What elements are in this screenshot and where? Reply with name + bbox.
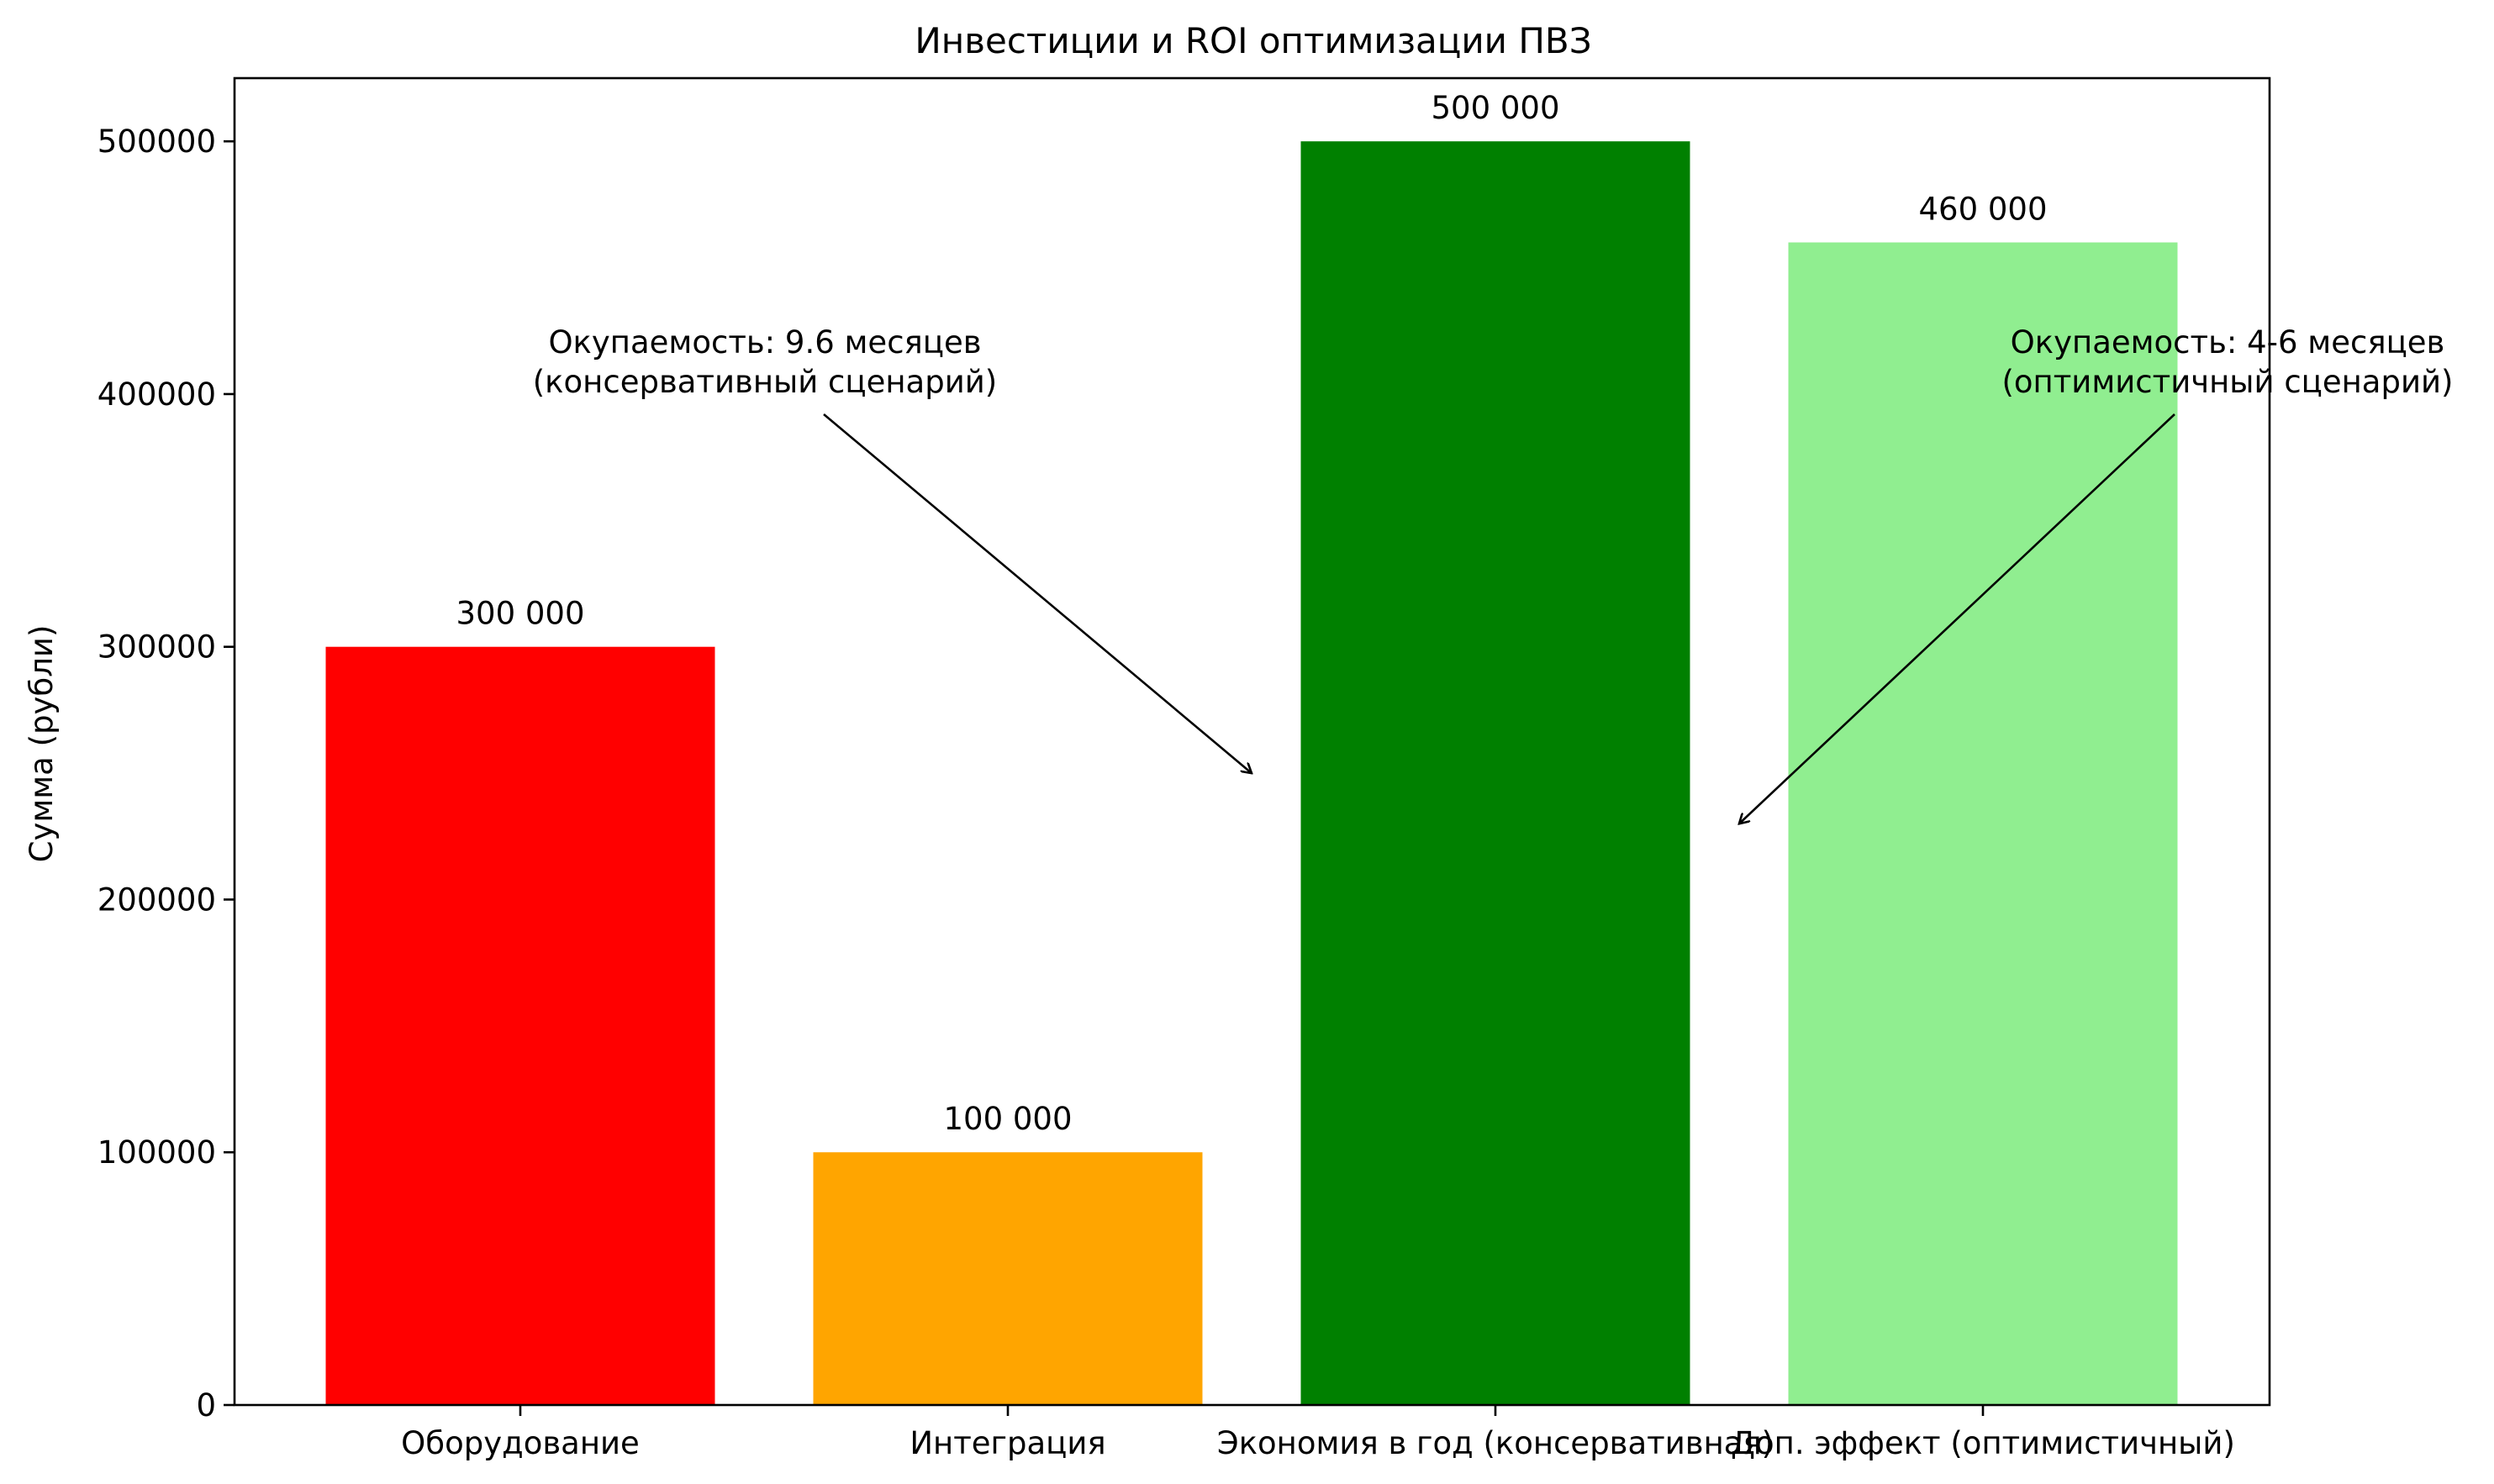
annotation-line: (консервативный сценарий) <box>533 364 997 400</box>
plot-frame <box>233 76 2271 1407</box>
bar-value-label: 100 000 <box>943 1101 1072 1137</box>
annotations-group: Окупаемость: 9.6 месяцев (консервативный … <box>533 324 2454 824</box>
x-tick-label: Оборудование <box>401 1425 640 1461</box>
bar-1 <box>325 646 715 1405</box>
annotation-text: Окупаемость: 4-6 месяцев (оптимистичный с… <box>2001 324 2453 400</box>
y-tick-label: 200000 <box>98 881 216 918</box>
bar-4 <box>1788 242 2178 1405</box>
bars-group <box>325 141 2178 1406</box>
annotation-arrow <box>1739 413 2175 824</box>
bar-value-label: 460 000 <box>1918 191 2047 227</box>
y-tick-label: 500000 <box>98 124 216 160</box>
annotation-line: (оптимистичный сценарий) <box>2001 364 2453 400</box>
x-tick-label: Экономия в год (консервативная) <box>1217 1425 1774 1461</box>
annotation-line: Окупаемость: 9.6 месяцев <box>548 324 981 360</box>
bar-value-label: 500 000 <box>1431 90 1559 126</box>
x-tick-label: Интеграция <box>910 1425 1105 1461</box>
y-tick-label: 300000 <box>98 629 216 666</box>
x-axis-ticks: Оборудование Интеграция Экономия в год (ко… <box>401 1405 2235 1461</box>
y-axis-ticks: 0 100000 200000 300000 400000 500000 <box>98 124 235 1423</box>
annotation-line: Окупаемость: 4-6 месяцев <box>2011 324 2445 360</box>
y-tick-label: 100000 <box>98 1134 216 1171</box>
annotation-text: Окупаемость: 9.6 месяцев (консервативный … <box>533 324 997 400</box>
value-labels-group: 300 000 100 000 500 000 460 000 <box>456 90 2047 1137</box>
y-axis-label: Сумма (рубли) <box>24 625 60 863</box>
bar-2 <box>813 1152 1203 1405</box>
annotation-arrow <box>823 413 1252 773</box>
x-tick-label: Доп. эффект (оптимистичный) <box>1731 1425 2235 1461</box>
chart-title: Инвестиции и ROI оптимизации ПВЗ <box>915 20 1591 61</box>
y-tick-label: 0 <box>196 1387 216 1423</box>
bar-3 <box>1300 141 1690 1406</box>
bar-value-label: 300 000 <box>456 596 584 632</box>
y-tick-label: 400000 <box>98 376 216 413</box>
